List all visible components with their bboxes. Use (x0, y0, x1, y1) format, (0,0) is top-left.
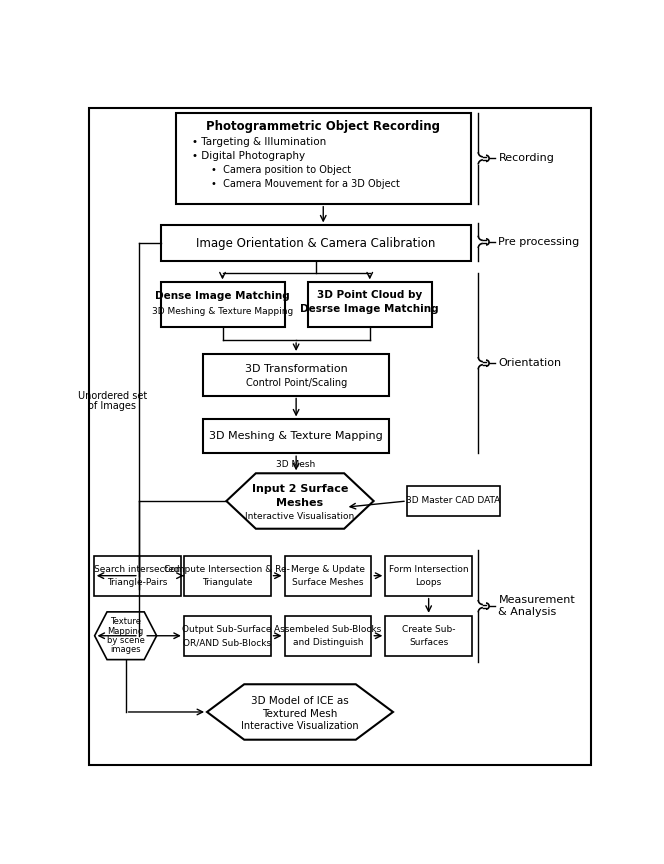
Text: 3D Meshing & Texture Mapping: 3D Meshing & Texture Mapping (152, 307, 293, 316)
Text: OR/AND Sub-Blocks: OR/AND Sub-Blocks (183, 638, 271, 647)
Bar (184, 556, 270, 595)
Text: Desrse Image Matching: Desrse Image Matching (300, 303, 439, 314)
Text: Orientation: Orientation (499, 359, 562, 368)
Text: Dense Image Matching: Dense Image Matching (155, 291, 290, 302)
Bar (161, 283, 284, 327)
Bar (203, 354, 389, 396)
Text: Loops: Loops (416, 578, 442, 588)
Text: Textured Mesh: Textured Mesh (262, 708, 338, 719)
Bar (184, 616, 270, 656)
Text: Output Sub-Surface: Output Sub-Surface (183, 625, 272, 634)
Text: Triangulate: Triangulate (202, 578, 252, 588)
Text: •  Camera Mouvement for a 3D Object: • Camera Mouvement for a 3D Object (211, 179, 400, 188)
Text: Interactive Visualisation: Interactive Visualisation (246, 511, 355, 521)
Bar (385, 556, 472, 595)
Text: Surfaces: Surfaces (409, 638, 448, 647)
Polygon shape (207, 684, 393, 740)
Text: Photogrammetric Object Recording: Photogrammetric Object Recording (207, 120, 440, 133)
Text: Search intersected: Search intersected (94, 565, 180, 574)
Text: Form Intersection: Form Intersection (389, 565, 469, 574)
Polygon shape (226, 473, 374, 529)
Text: Input 2 Surface: Input 2 Surface (252, 484, 348, 493)
Text: 3D Master CAD DATA: 3D Master CAD DATA (406, 497, 501, 505)
Text: Recording: Recording (499, 153, 554, 163)
Text: images: images (110, 645, 141, 654)
Text: Merge & Update: Merge & Update (291, 565, 365, 574)
Text: 3D Mesh: 3D Mesh (276, 460, 316, 468)
Bar (176, 113, 471, 204)
Text: Surface Meshes: Surface Meshes (292, 578, 364, 588)
Text: Unordered set: Unordered set (78, 391, 147, 401)
Polygon shape (95, 612, 157, 659)
Text: • Targeting & Illumination: • Targeting & Illumination (191, 137, 326, 147)
Text: Image Orientation & Camera Calibration: Image Orientation & Camera Calibration (196, 237, 435, 250)
Text: 3D Model of ICE as: 3D Model of ICE as (251, 696, 349, 706)
Bar (284, 556, 371, 595)
Text: Texture: Texture (110, 618, 141, 626)
Text: Control Point/Scaling: Control Point/Scaling (246, 378, 347, 388)
Bar (407, 486, 500, 516)
Bar (94, 556, 181, 595)
Text: Measurement
& Analysis: Measurement & Analysis (499, 595, 575, 617)
Text: Pre processing: Pre processing (499, 237, 580, 247)
Text: by scene: by scene (107, 636, 145, 645)
Text: Mapping: Mapping (108, 626, 143, 636)
Text: 3D Meshing & Texture Mapping: 3D Meshing & Texture Mapping (209, 431, 383, 442)
Bar (203, 419, 389, 454)
Text: • Digital Photography: • Digital Photography (191, 151, 305, 161)
Text: and Distinguish: and Distinguish (293, 638, 363, 647)
Text: Meshes: Meshes (276, 498, 323, 507)
Text: Compute Intersection & Re-: Compute Intersection & Re- (164, 565, 290, 574)
Bar (307, 283, 432, 327)
Text: Interactive Visualization: Interactive Visualization (241, 721, 359, 731)
Text: 3D Point Cloud by: 3D Point Cloud by (317, 290, 422, 301)
Bar (284, 616, 371, 656)
Text: 3D Transformation: 3D Transformation (245, 365, 347, 374)
Text: •  Camera position to Object: • Camera position to Object (211, 165, 351, 175)
Text: Triangle-Pairs: Triangle-Pairs (107, 578, 167, 588)
Text: of Images: of Images (88, 401, 136, 411)
Text: Assembeled Sub-Blocks: Assembeled Sub-Blocks (274, 625, 382, 634)
Bar (161, 226, 471, 261)
Bar (385, 616, 472, 656)
Text: Create Sub-: Create Sub- (402, 625, 456, 634)
